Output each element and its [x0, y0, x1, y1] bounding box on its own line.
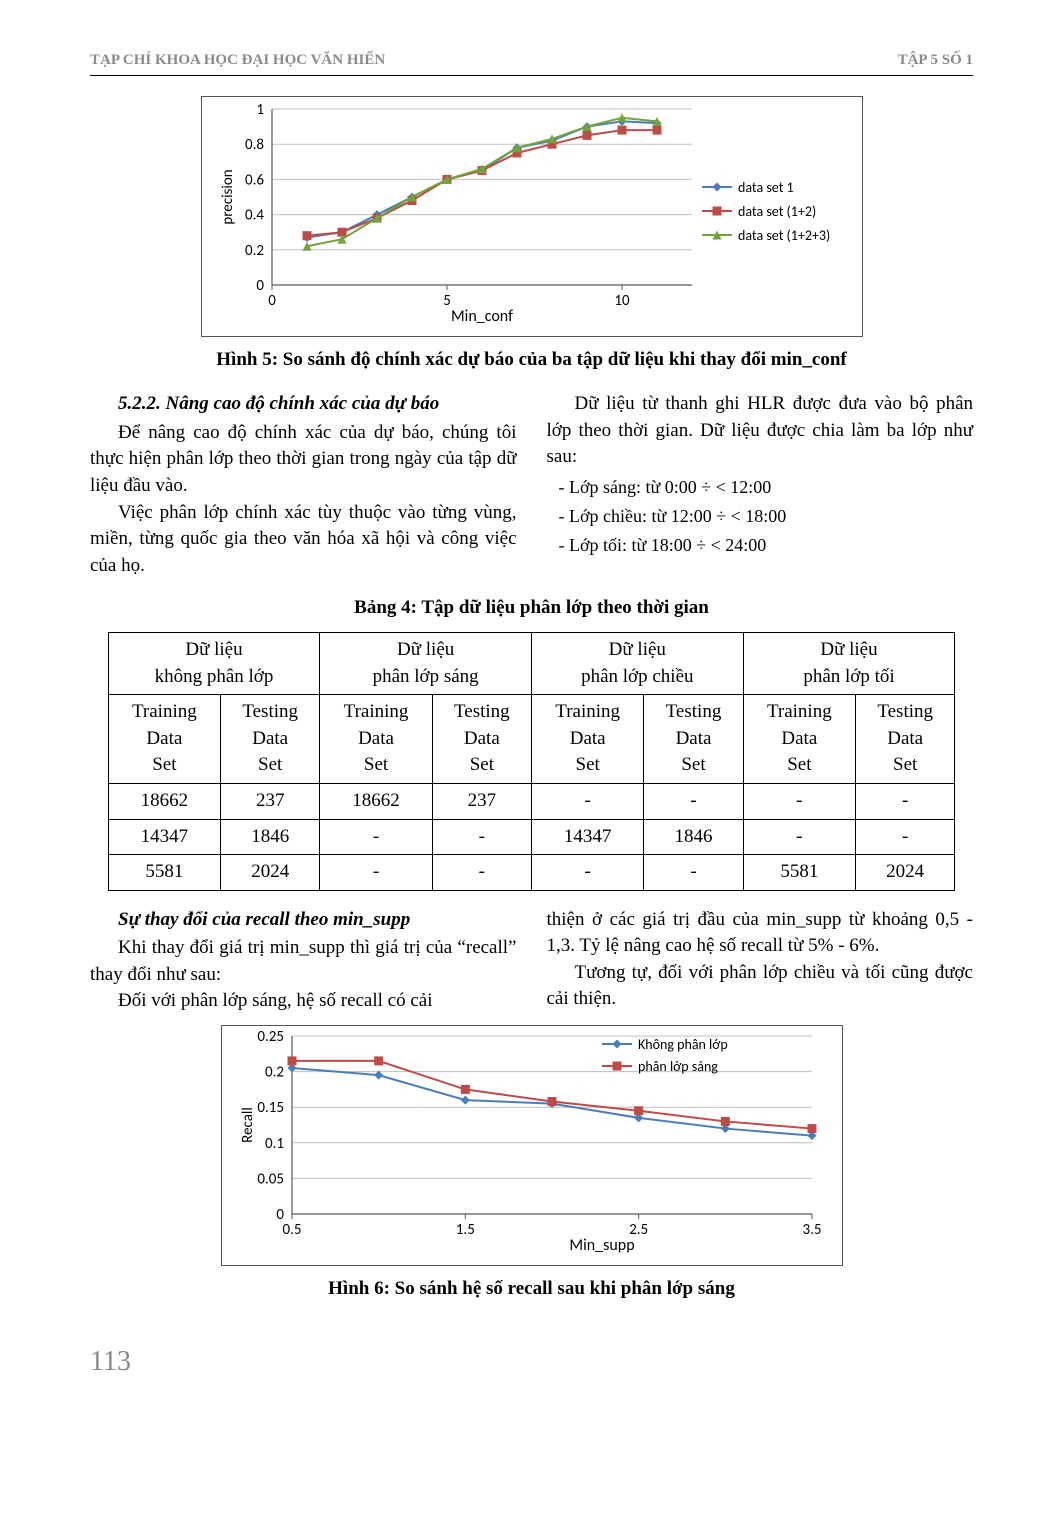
table-4-caption: Bảng 4: Tập dữ liệu phân lớp theo thời g… [90, 595, 973, 622]
col-left-1: 5.2.2. Nâng cao độ chính xác của dự báo … [90, 391, 517, 579]
figure-5: 00.20.40.60.810510Min_confprecisiondata … [90, 96, 973, 337]
svg-text:1: 1 [256, 101, 264, 119]
svg-text:0.05: 0.05 [257, 1170, 284, 1188]
text-block-2: Sự thay đổi của recall theo min_supp Khi… [90, 907, 973, 1015]
figure-6: 00.050.10.150.20.250.51.52.53.5Min_suppR… [90, 1025, 973, 1266]
svg-text:Min_supp: Min_supp [569, 1236, 634, 1255]
svg-text:0: 0 [268, 292, 276, 310]
svg-text:data set (1+2+3): data set (1+2+3) [738, 227, 830, 244]
svg-text:0.4: 0.4 [245, 207, 264, 225]
svg-text:0.15: 0.15 [257, 1099, 284, 1117]
bullet-1: - Lớp sáng: từ 0:00 ÷ < 12:00 [547, 475, 974, 500]
para-right-2a: thiện ở các giá trị đầu của min_supp từ … [547, 907, 974, 960]
chart2-svg: 00.050.10.150.20.250.51.52.53.5Min_suppR… [222, 1026, 842, 1256]
col-right-1: Dữ liệu từ thanh ghi HLR được đưa vào bộ… [547, 391, 974, 579]
svg-text:Min_conf: Min_conf [451, 307, 513, 326]
svg-text:3.5: 3.5 [802, 1221, 821, 1239]
text-block-1: 5.2.2. Nâng cao độ chính xác của dự báo … [90, 391, 973, 579]
svg-text:0.2: 0.2 [245, 242, 264, 260]
page-number: 113 [90, 1342, 973, 1381]
svg-text:0.5: 0.5 [282, 1221, 301, 1239]
page-header: TẠP CHÍ KHOA HỌC ĐẠI HỌC VĂN HIẾN TẬP 5 … [90, 50, 973, 76]
bullet-3: - Lớp tối: từ 18:00 ÷ < 24:00 [547, 533, 974, 558]
svg-text:precision: precision [219, 169, 237, 224]
chart1-frame: 00.20.40.60.810510Min_confprecisiondata … [201, 96, 863, 337]
para-right-2b: Tương tự, đối với phân lớp chiều và tối … [547, 960, 974, 1013]
svg-text:0: 0 [256, 277, 264, 295]
issue-number: TẬP 5 SỐ 1 [898, 50, 973, 71]
svg-text:0.1: 0.1 [265, 1135, 284, 1153]
svg-text:0.6: 0.6 [245, 171, 264, 189]
svg-text:5: 5 [443, 292, 451, 310]
figure-5-caption: Hình 5: So sánh độ chính xác dự báo của … [90, 347, 973, 374]
chart2-frame: 00.050.10.150.20.250.51.52.53.5Min_suppR… [221, 1025, 843, 1266]
para-left-2a: Khi thay đổi giá trị min_supp thì giá tr… [90, 935, 517, 988]
bullet-2: - Lớp chiều: từ 12:00 ÷ < 18:00 [547, 504, 974, 529]
para-left-2b: Đối với phân lớp sáng, hệ số recall có c… [90, 988, 517, 1015]
para-left-1a: Để nâng cao độ chính xác của dự báo, chú… [90, 420, 517, 500]
section-5-2-2-heading: 5.2.2. Nâng cao độ chính xác của dự báo [90, 391, 517, 418]
chart1-svg: 00.20.40.60.810510Min_confprecisiondata … [202, 97, 862, 327]
svg-text:10: 10 [614, 292, 630, 310]
svg-text:Không phân lớp: Không phân lớp [638, 1036, 728, 1053]
journal-name: TẠP CHÍ KHOA HỌC ĐẠI HỌC VĂN HIẾN [90, 50, 385, 71]
figure-6-caption: Hình 6: So sánh hệ số recall sau khi phâ… [90, 1276, 973, 1303]
svg-text:Recall: Recall [239, 1107, 257, 1143]
para-right-1: Dữ liệu từ thanh ghi HLR được đưa vào bộ… [547, 391, 974, 471]
svg-text:0.2: 0.2 [265, 1064, 284, 1082]
svg-text:1.5: 1.5 [455, 1221, 474, 1239]
col-left-2: Sự thay đổi của recall theo min_supp Khi… [90, 907, 517, 1015]
recall-heading: Sự thay đổi của recall theo min_supp [90, 907, 517, 934]
svg-text:0.25: 0.25 [257, 1028, 284, 1046]
svg-text:0.8: 0.8 [245, 136, 264, 154]
para-left-1b: Việc phân lớp chính xác tùy thuộc vào từ… [90, 500, 517, 580]
svg-text:data set 1: data set 1 [738, 179, 794, 196]
svg-text:phân lớp sáng: phân lớp sáng [638, 1058, 718, 1075]
col-right-2: thiện ở các giá trị đầu của min_supp từ … [547, 907, 974, 1015]
svg-text:data set (1+2): data set (1+2) [738, 203, 816, 220]
table-4: Dữ liệukhông phân lớpDữ liệuphân lớp sán… [108, 632, 956, 891]
